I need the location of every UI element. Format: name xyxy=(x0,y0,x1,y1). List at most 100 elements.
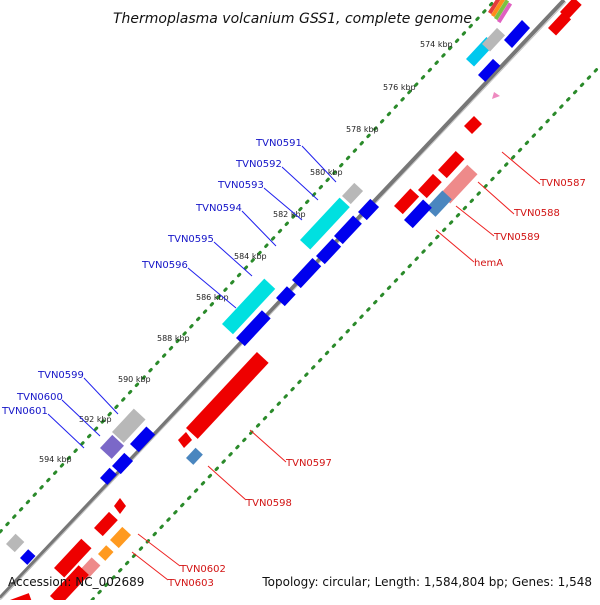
gene-label-tvn0602[interactable]: TVN0602 xyxy=(179,564,226,575)
gene-feature[interactable] xyxy=(491,0,507,18)
gene-feature[interactable] xyxy=(94,511,118,537)
gene-label-tvn0588[interactable]: TVN0588 xyxy=(513,208,560,219)
gene-feature[interactable] xyxy=(130,426,156,453)
gene-label-tvn0599[interactable]: TVN0599 xyxy=(37,370,84,381)
gene-label-tvn0594[interactable]: TVN0594 xyxy=(195,203,242,214)
gene-feature[interactable] xyxy=(112,452,134,475)
gene-feature[interactable] xyxy=(114,498,126,514)
forward-gene-labels: TVN0591 TVN0592 TVN0593 TVN0594 TVN0595 … xyxy=(1,138,337,449)
gene-feature[interactable] xyxy=(186,447,203,465)
gene-feature[interactable] xyxy=(222,278,276,335)
leader-line xyxy=(207,465,247,501)
gene-cluster-tvn0602 xyxy=(6,498,132,605)
gene-feature[interactable] xyxy=(100,467,117,485)
scale-ticks: 574 kbp 576 kbp 578 kbp 580 kbp 582 kbp … xyxy=(39,40,453,464)
gene-label-tvn0591[interactable]: TVN0591 xyxy=(255,138,302,149)
gene-label-tvn0593[interactable]: TVN0593 xyxy=(217,180,264,191)
gene-feature[interactable] xyxy=(342,182,364,205)
scale-tick-label: 574 kbp xyxy=(420,40,453,49)
leader-line xyxy=(477,181,515,215)
gene-label-tvn0592[interactable]: TVN0592 xyxy=(235,159,282,170)
accession-text: Accession: NC_002689 xyxy=(8,575,144,589)
scale-tick-label: 592 kbp xyxy=(79,415,112,424)
leader-line xyxy=(47,413,85,449)
leader-line xyxy=(213,241,253,277)
gene-feature[interactable] xyxy=(548,11,572,36)
gene-label-tvn0600[interactable]: TVN0600 xyxy=(16,392,63,403)
scale-tick-label: 582 kbp xyxy=(273,210,306,219)
gene-label-tvn0597[interactable]: TVN0597 xyxy=(285,458,332,469)
gene-feature[interactable] xyxy=(6,533,25,553)
leader-line xyxy=(281,166,319,201)
gene-feature[interactable] xyxy=(464,116,482,134)
gene-label-tvn0598[interactable]: TVN0598 xyxy=(245,498,292,509)
gene-feature[interactable] xyxy=(50,565,89,605)
leader-line xyxy=(249,429,287,463)
gene-label-tvn0603[interactable]: TVN0603 xyxy=(167,578,214,589)
gene-feature[interactable] xyxy=(488,0,504,15)
gene-feature[interactable] xyxy=(560,0,582,20)
gene-label-tvn0589[interactable]: TVN0589 xyxy=(493,232,540,243)
genome-title: Thermoplasma volcanium GSS1, complete ge… xyxy=(113,11,472,27)
gene-feature[interactable] xyxy=(334,215,362,245)
gene-feature[interactable] xyxy=(494,0,510,21)
scale-tick-label: 594 kbp xyxy=(39,455,72,464)
gene-label-tvn0587[interactable]: TVN0587 xyxy=(539,178,586,189)
gene-feature[interactable] xyxy=(98,545,114,561)
scale-tick-label: 580 kbp xyxy=(310,168,343,177)
gene-feature[interactable] xyxy=(236,310,271,347)
gene-feature[interactable] xyxy=(404,199,432,229)
leader-line xyxy=(455,205,495,237)
gene-feature[interactable] xyxy=(504,20,530,48)
gene-feature[interactable] xyxy=(100,434,124,459)
gene-feature[interactable] xyxy=(492,92,500,99)
gene-cluster-tvn0599 xyxy=(100,408,156,485)
gene-cluster-574kbp xyxy=(466,0,582,99)
leader-line xyxy=(137,533,181,567)
gene-feature[interactable] xyxy=(418,173,442,199)
gene-cluster-tvn0597 xyxy=(178,351,269,465)
leader-line xyxy=(131,551,169,581)
gene-feature[interactable] xyxy=(292,258,322,289)
gc-track-outer xyxy=(90,64,600,602)
gene-feature[interactable] xyxy=(112,408,146,443)
leader-line xyxy=(187,267,237,309)
gene-feature[interactable] xyxy=(54,538,92,578)
gene-feature[interactable] xyxy=(300,197,350,250)
scale-tick-label: 590 kbp xyxy=(118,375,151,384)
scale-tick-label: 584 kbp xyxy=(234,252,267,261)
gene-feature[interactable] xyxy=(440,164,478,204)
leader-line xyxy=(501,151,541,185)
gene-feature[interactable] xyxy=(426,190,452,217)
leader-line xyxy=(263,187,303,221)
gene-feature[interactable] xyxy=(497,2,513,24)
gene-feature[interactable] xyxy=(186,351,269,439)
gene-label-tvn0596[interactable]: TVN0596 xyxy=(141,260,188,271)
leader-line xyxy=(435,229,475,263)
gene-label-hema[interactable]: hemA xyxy=(474,258,503,269)
genome-summary-text: Topology: circular; Length: 1,584,804 bp… xyxy=(261,575,592,589)
gene-feature[interactable] xyxy=(482,27,506,52)
reverse-gene-labels: TVN0587 TVN0588 TVN0589 hemA TVN0597 TVN… xyxy=(131,151,586,589)
scale-tick-label: 578 kbp xyxy=(346,125,379,134)
gene-cluster-580kbp xyxy=(222,182,380,347)
gene-feature[interactable] xyxy=(358,198,380,221)
scale-tick-label: 576 kbp xyxy=(383,83,416,92)
gene-feature[interactable] xyxy=(276,286,296,307)
leader-line xyxy=(241,210,277,247)
gene-feature[interactable] xyxy=(438,150,465,179)
leader-line xyxy=(301,145,337,183)
gene-label-tvn0595[interactable]: TVN0595 xyxy=(167,234,214,245)
gene-feature[interactable] xyxy=(394,188,420,215)
gene-label-tvn0601[interactable]: TVN0601 xyxy=(1,406,48,417)
gene-feature[interactable] xyxy=(178,432,192,448)
leader-line xyxy=(61,399,101,437)
gene-feature[interactable] xyxy=(20,549,36,565)
gene-feature[interactable] xyxy=(110,526,132,549)
leader-line xyxy=(83,377,119,415)
gene-feature[interactable] xyxy=(478,58,501,82)
gene-feature[interactable] xyxy=(316,238,342,265)
gene-cluster-hemA xyxy=(394,116,482,229)
